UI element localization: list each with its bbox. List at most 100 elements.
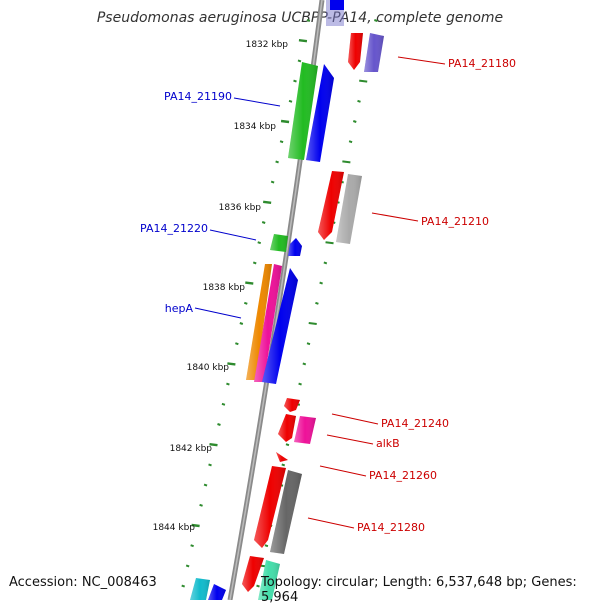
label-leader-line xyxy=(371,212,419,222)
gene-bottom-blue[interactable] xyxy=(208,584,226,600)
scale-tick xyxy=(226,382,230,386)
tick-label: 1832 kbp xyxy=(246,40,289,50)
label-leader-line xyxy=(307,517,355,529)
gene-alkb[interactable] xyxy=(294,416,316,444)
scale-tick xyxy=(280,119,290,124)
scale-tick xyxy=(279,140,284,144)
gene-label[interactable]: PA14_21260 xyxy=(369,469,437,482)
gene-hepa-orange[interactable] xyxy=(246,264,272,380)
scale-tick xyxy=(190,544,194,548)
scale-tick xyxy=(359,79,368,83)
scale-tick xyxy=(319,281,323,285)
map-title: Pseudomonas aeruginosa UCBPP-PA14, compl… xyxy=(96,10,504,26)
scale-tick xyxy=(306,19,311,22)
scale-tick xyxy=(185,564,190,568)
gene-features xyxy=(190,33,384,600)
gene-hepa-pink[interactable] xyxy=(254,264,282,382)
gene-pa14-21220-blue[interactable] xyxy=(288,238,302,256)
label-leader-line xyxy=(194,307,242,319)
scale-tick xyxy=(245,281,254,285)
gene-pa14-21260[interactable] xyxy=(276,452,288,462)
scale-tick xyxy=(315,301,319,305)
scale-tick xyxy=(221,402,226,406)
scale-tick xyxy=(203,483,208,487)
scale-tick xyxy=(275,160,279,164)
tick-label: 1844 kbp xyxy=(153,523,196,533)
tick-label: 1836 kbp xyxy=(219,203,262,213)
gene-pa14-21190-green[interactable] xyxy=(288,62,318,160)
gene-pa14-21240-a[interactable] xyxy=(284,398,300,412)
scale-tick xyxy=(239,322,244,325)
scale-tick xyxy=(243,301,248,305)
label-leader-line xyxy=(209,229,257,241)
scale-tick xyxy=(252,261,257,265)
gene-pa14-21280-red[interactable] xyxy=(254,466,286,548)
topology-text: Topology: circular; Length: 6,537,648 bp… xyxy=(261,575,577,605)
scale-tick xyxy=(288,99,293,103)
scale-ticks-outer xyxy=(181,19,311,588)
scale-tick xyxy=(348,140,353,144)
scale-tick xyxy=(217,423,221,426)
gene-pa14-21240-b[interactable] xyxy=(278,414,296,442)
scale-tick xyxy=(256,584,260,588)
scale-tick xyxy=(263,200,272,204)
label-leader-line xyxy=(233,97,281,107)
gene-hepa-blue[interactable] xyxy=(262,268,298,384)
gene-pa14-21190-blue[interactable] xyxy=(306,64,334,162)
scale-tick xyxy=(264,544,269,548)
scale-tick xyxy=(199,503,203,507)
scale-tick xyxy=(261,221,266,224)
gene-label[interactable]: PA14_21190 xyxy=(164,90,232,103)
tick-label: 1838 kbp xyxy=(203,283,246,293)
gene-pa14-21210-gray[interactable] xyxy=(336,174,362,244)
gene-pa14-21280-gray[interactable] xyxy=(270,470,302,554)
gene-label[interactable]: PA14_21180 xyxy=(448,57,516,70)
scale-tick xyxy=(302,362,307,366)
gene-top-partial[interactable] xyxy=(326,0,344,26)
gene-label[interactable]: hepA xyxy=(165,302,194,315)
scale-tick xyxy=(357,99,361,103)
tick-label: 1834 kbp xyxy=(234,122,277,132)
scale-tick xyxy=(257,241,262,245)
scale-tick xyxy=(325,241,334,245)
tick-label: 1840 kbp xyxy=(187,363,230,373)
scale-tick xyxy=(285,443,290,447)
scale-tick xyxy=(209,443,218,447)
gene-pa14-21210-red[interactable] xyxy=(318,171,344,240)
scale-tick xyxy=(352,120,357,123)
scale-tick xyxy=(235,342,239,346)
gene-pa14-21220-green[interactable] xyxy=(270,234,288,252)
label-leader-line xyxy=(319,465,367,477)
scale-tick xyxy=(191,523,200,528)
gene-label[interactable]: PA14_21240 xyxy=(381,417,449,430)
scale-tick xyxy=(298,382,302,386)
accession-text: Accession: NC_008463 xyxy=(9,575,157,590)
gene-label[interactable]: PA14_21210 xyxy=(421,215,489,228)
scale-tick xyxy=(293,79,297,83)
scale-tick xyxy=(297,59,302,63)
scale-tick xyxy=(270,180,275,184)
gene-labels: PA14_21180 PA14_21190 PA14_21210 PA14_21220… xyxy=(140,56,516,534)
scale-tick xyxy=(342,160,351,164)
gene-pa14-21180-purple[interactable] xyxy=(364,33,384,72)
scale-tick xyxy=(227,362,236,366)
tick-label: 1842 kbp xyxy=(170,444,213,454)
label-leader-line xyxy=(326,434,374,445)
gene-bottom-teal[interactable] xyxy=(258,560,280,600)
scale-tick xyxy=(281,463,286,467)
gene-label[interactable]: alkB xyxy=(376,437,400,450)
gene-bottom-red[interactable] xyxy=(242,556,264,592)
gene-bottom-cyan[interactable] xyxy=(190,578,210,600)
scale-tick xyxy=(208,463,212,467)
scale-tick xyxy=(306,342,311,346)
gene-label[interactable]: PA14_21280 xyxy=(357,521,425,534)
label-leader-line xyxy=(397,56,446,65)
tick-labels: 1832 kbp 1834 kbp 1836 kbp 1838 kbp 1840 kbp… xyxy=(153,40,289,533)
scale-tick xyxy=(374,19,378,22)
label-leader-line xyxy=(331,413,379,425)
scale-tick xyxy=(298,39,308,43)
scale-tick xyxy=(323,261,328,265)
gene-pa14-21180-red[interactable] xyxy=(348,33,363,70)
gene-label[interactable]: PA14_21220 xyxy=(140,222,208,235)
